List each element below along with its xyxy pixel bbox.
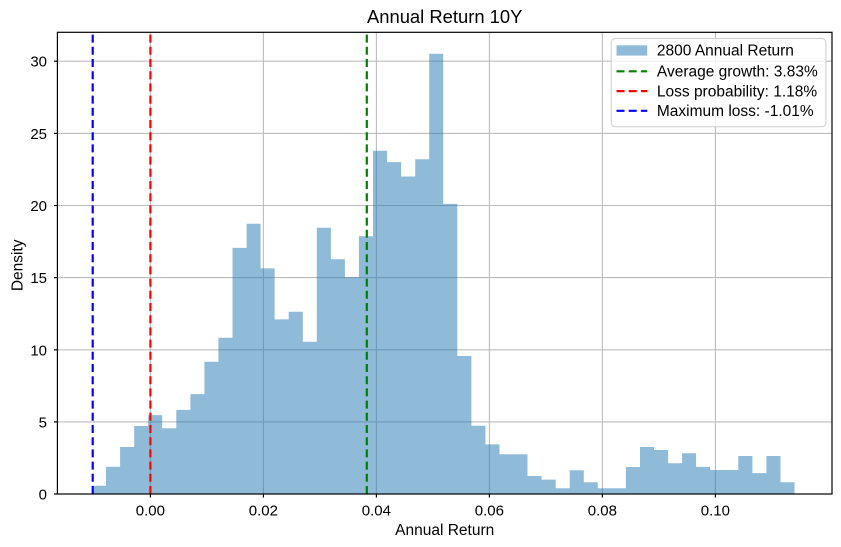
svg-text:2800 Annual Return: 2800 Annual Return [657, 43, 794, 60]
svg-text:Loss probability: 1.18%: Loss probability: 1.18% [657, 84, 817, 101]
svg-text:Annual Return: Annual Return [395, 522, 494, 539]
svg-text:0: 0 [39, 487, 47, 504]
svg-text:Average growth: 3.83%: Average growth: 3.83% [657, 64, 818, 81]
svg-text:10: 10 [30, 342, 47, 359]
svg-text:0.06: 0.06 [475, 502, 504, 519]
svg-text:0.10: 0.10 [701, 502, 730, 519]
svg-text:0.04: 0.04 [362, 502, 391, 519]
svg-text:0.08: 0.08 [588, 502, 617, 519]
svg-text:25: 25 [30, 126, 47, 143]
svg-text:15: 15 [30, 270, 47, 287]
svg-text:Maximum loss: -1.01%: Maximum loss: -1.01% [657, 103, 814, 120]
svg-text:30: 30 [30, 54, 47, 71]
svg-text:Annual Return 10Y: Annual Return 10Y [367, 6, 522, 27]
svg-text:20: 20 [30, 198, 47, 215]
svg-text:5: 5 [39, 414, 47, 431]
svg-text:0.00: 0.00 [136, 502, 165, 519]
svg-text:0.02: 0.02 [249, 502, 278, 519]
svg-text:Density: Density [9, 239, 26, 291]
